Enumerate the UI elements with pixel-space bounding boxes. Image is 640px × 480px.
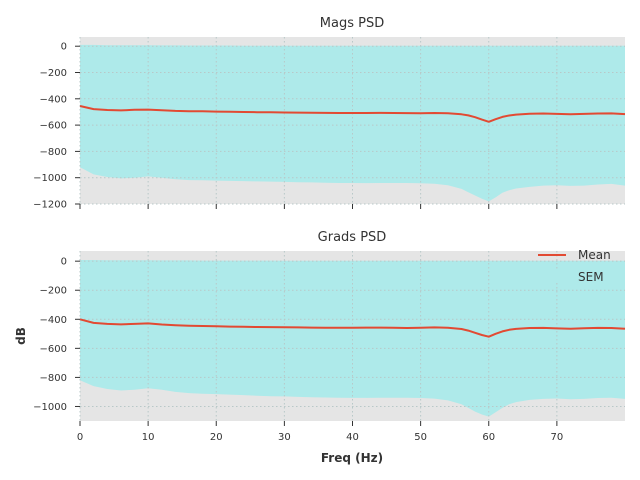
x-tick-label: 0 bbox=[77, 432, 83, 443]
plot-area bbox=[79, 37, 626, 205]
mean-line bbox=[79, 105, 626, 123]
x-axis-label: Freq (Hz) bbox=[321, 451, 383, 465]
y-tick-label: −400 bbox=[40, 94, 67, 105]
x-tick-label: 20 bbox=[210, 432, 223, 443]
x-tick-label: 70 bbox=[551, 432, 564, 443]
y-tick-label: −200 bbox=[40, 286, 67, 297]
mags-psd-panel: Mags PSD 0 −200 −400 −600 −800 −1000 −1200 bbox=[33, 16, 626, 211]
y-tick-label: −400 bbox=[40, 315, 67, 326]
y-tick-label: −1200 bbox=[33, 200, 67, 211]
x-tick-label: 10 bbox=[142, 432, 155, 443]
legend-sem-label: SEM bbox=[578, 270, 604, 284]
legend: Mean SEM bbox=[538, 248, 611, 284]
y-tick-label: 0 bbox=[61, 42, 67, 53]
legend-mean-label: Mean bbox=[578, 248, 611, 262]
y-axis-label: dB bbox=[14, 327, 28, 345]
y-tick-label: −1000 bbox=[33, 402, 67, 413]
plot-area bbox=[79, 251, 626, 421]
y-tick-label: 0 bbox=[61, 257, 67, 268]
x-tick-label: 50 bbox=[414, 432, 427, 443]
y-tick-label: −1000 bbox=[33, 173, 67, 184]
mean-line bbox=[79, 318, 626, 338]
x-tick-label: 30 bbox=[278, 432, 291, 443]
y-tick-label: −600 bbox=[40, 344, 67, 355]
y-tick-label: −800 bbox=[40, 147, 67, 158]
y-tick-label: −800 bbox=[40, 373, 67, 384]
x-tick-label: 60 bbox=[482, 432, 495, 443]
y-tick-label: −600 bbox=[40, 121, 67, 132]
mags-psd-title: Mags PSD bbox=[320, 16, 384, 31]
grads-psd-panel: Grads PSD Freq (Hz) dB Mean SEM 0 10 20 30 4… bbox=[14, 230, 626, 465]
legend-sem-swatch bbox=[538, 271, 566, 281]
x-tick-label: 40 bbox=[346, 432, 359, 443]
grads-psd-title: Grads PSD bbox=[318, 230, 387, 245]
y-tick-label: −200 bbox=[40, 68, 67, 79]
